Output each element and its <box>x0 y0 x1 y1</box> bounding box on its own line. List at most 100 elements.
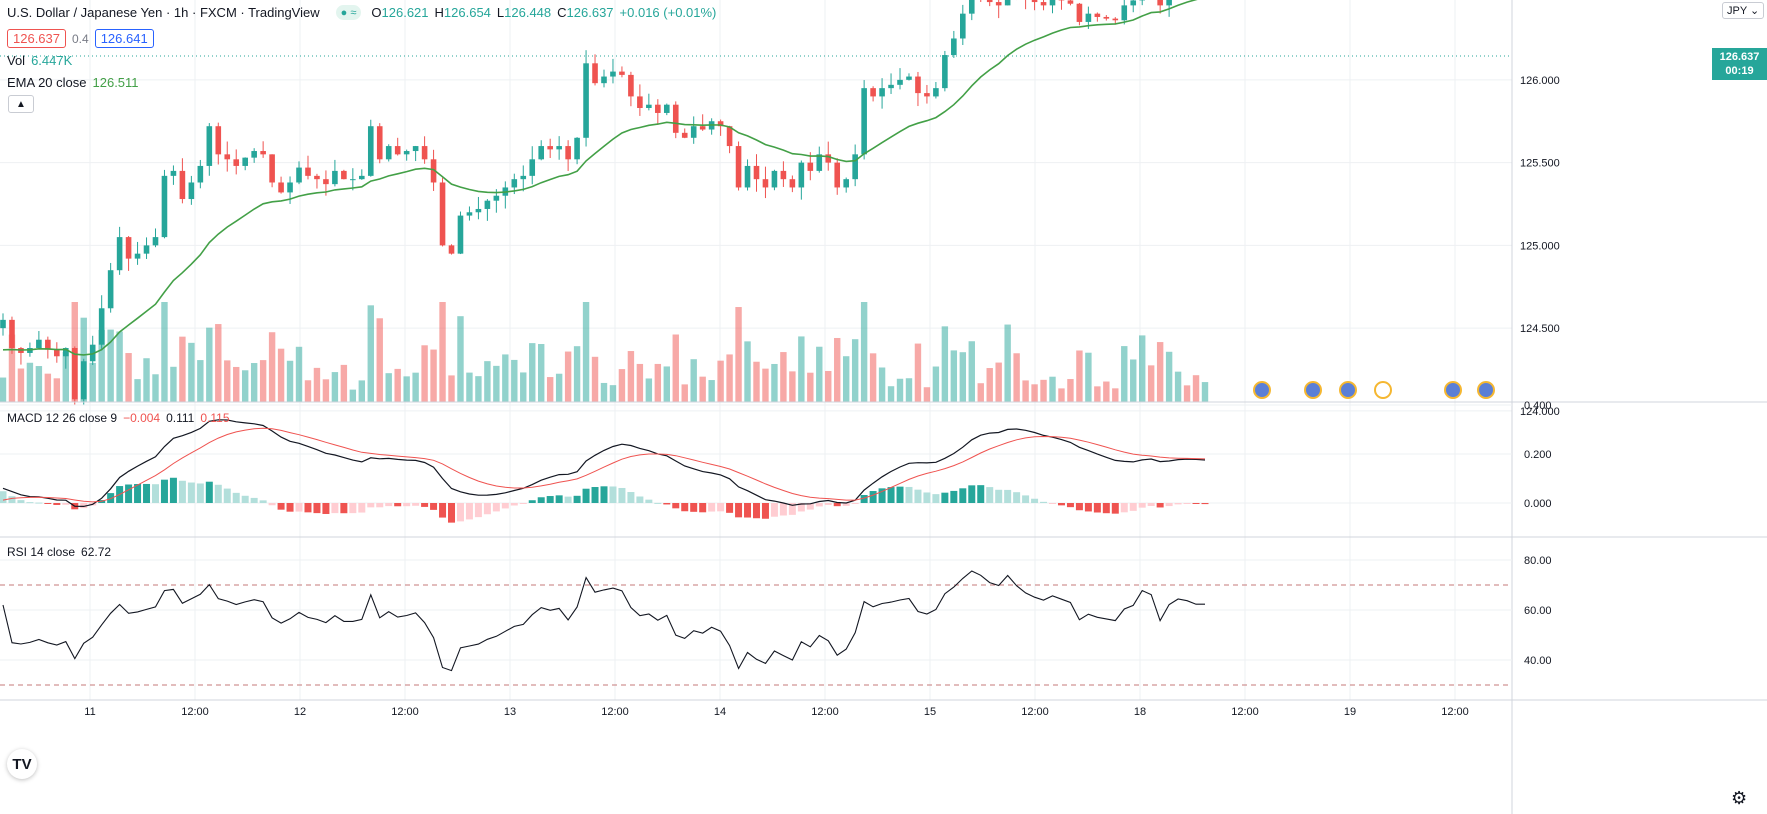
symbol-title[interactable]: U.S. Dollar / Japanese Yen · 1h · FXCM ·… <box>7 5 320 20</box>
volume-bar <box>1004 324 1011 402</box>
candle-body <box>1103 16 1110 19</box>
volume-bar <box>241 370 249 402</box>
time-tick-label: 12:00 <box>811 706 839 718</box>
volume-bar <box>313 367 321 402</box>
volume-bar <box>1139 335 1146 402</box>
macd-histogram-bar <box>770 503 778 517</box>
economic-event-icon <box>1304 381 1322 399</box>
macd-histogram-bar <box>313 503 321 514</box>
ohlc-value: 126.621 <box>381 5 429 20</box>
rsi-label[interactable]: RSI 14 close <box>7 545 76 559</box>
volume-bar <box>573 346 581 402</box>
candle-body <box>628 74 634 97</box>
macd-histogram-bar <box>1004 489 1012 503</box>
bid-button[interactable]: 126.637 <box>7 29 66 48</box>
candle-body <box>1166 0 1172 6</box>
chevron-up-icon[interactable]: ▲ <box>8 95 34 113</box>
volume-bar <box>591 356 599 402</box>
volume-bar <box>1174 371 1182 402</box>
volume-bar <box>295 346 303 402</box>
macd-histogram-bar <box>286 503 294 512</box>
volume-bar <box>1130 359 1137 402</box>
macd-histogram-bar <box>107 493 115 503</box>
candle-body <box>816 154 823 171</box>
candle-body <box>1040 2 1047 6</box>
candle-body <box>36 339 42 348</box>
volume-bar <box>331 372 339 402</box>
volume-bar <box>26 362 34 402</box>
volume-bar <box>179 336 186 402</box>
candle-body <box>933 88 939 97</box>
macd-histogram-bar <box>690 503 698 512</box>
rsi-line <box>2 570 1205 672</box>
price-tick-label: 126.000 <box>1520 75 1560 87</box>
macd-label[interactable]: MACD 12 26 close 9 <box>7 411 118 425</box>
macd-histogram-bar <box>914 489 922 503</box>
gear-icon[interactable]: ⚙ <box>1731 788 1748 808</box>
ask-button[interactable]: 126.641 <box>94 29 154 48</box>
volume-bar <box>582 302 590 402</box>
macd-histogram-bar <box>905 486 913 503</box>
macd-histogram-bar <box>340 503 348 514</box>
rsi-tick-label: 40.00 <box>1524 655 1552 667</box>
volume-bar <box>215 324 222 402</box>
candle-body <box>870 88 876 97</box>
currency-dropdown[interactable]: JPY ⌄ <box>1722 2 1765 19</box>
macd-histogram-bar <box>1111 503 1119 514</box>
volume-legend: Vol 6.447K <box>7 53 78 68</box>
candle-body <box>188 182 195 200</box>
time-tick-label: 12 <box>294 706 306 718</box>
candle-body <box>672 104 679 133</box>
candle-body <box>305 167 311 176</box>
macd-histogram-bar <box>322 503 330 514</box>
candle-body <box>538 146 545 160</box>
candle-body <box>439 182 446 246</box>
ohlc-value: +0.016 (+0.01%) <box>619 5 717 20</box>
macd-histogram-bar <box>223 488 231 503</box>
volume-bar <box>986 368 993 402</box>
tradingview-logo-icon[interactable]: TV <box>7 749 37 779</box>
volume-bar <box>995 362 1002 402</box>
macd-histogram-bar <box>1084 503 1092 512</box>
candle-body <box>296 167 302 183</box>
candle-body <box>556 146 562 150</box>
candle-body <box>565 146 571 160</box>
volume-bar <box>789 371 796 402</box>
candle-body <box>583 63 589 138</box>
volume-bar <box>71 302 78 402</box>
volume-bar <box>959 352 967 402</box>
volume-bar <box>116 331 123 402</box>
volume-label[interactable]: Vol <box>7 53 26 68</box>
macd-histogram-bar <box>860 495 868 503</box>
candle-body <box>646 104 652 108</box>
volume-bar <box>259 360 267 402</box>
volume-bar <box>546 377 554 402</box>
ema-label[interactable]: EMA 20 close <box>7 75 87 90</box>
macd-histogram-bar <box>439 503 447 518</box>
candle-body <box>385 146 392 160</box>
macd-histogram-bar <box>1075 503 1083 511</box>
macd-histogram-bar <box>636 496 644 503</box>
volume-bar <box>107 329 114 402</box>
volume-bar <box>717 360 724 402</box>
ema-legend: EMA 20 close 126.511 <box>7 75 145 90</box>
volume-bar <box>905 378 913 402</box>
macd-signal-line <box>2 427 1206 503</box>
macd-histogram-bar <box>1156 503 1164 508</box>
candle-body <box>717 121 724 127</box>
macd-histogram-bar <box>367 503 375 508</box>
candle-body <box>762 179 769 188</box>
macd-histogram-bar <box>797 503 805 512</box>
candle-body <box>681 132 688 138</box>
volume-bar <box>618 369 626 402</box>
candle-body <box>233 159 240 166</box>
chevron-down-icon: ⌄ <box>1750 5 1760 17</box>
macd-histogram-bar <box>1093 503 1101 513</box>
price-tick-label: 124.500 <box>1520 323 1560 335</box>
volume-bar <box>304 380 312 402</box>
ohlc-value: 126.654 <box>443 5 491 20</box>
volume-bar <box>771 363 778 402</box>
volume-bar <box>726 354 733 402</box>
volume-bar <box>798 336 805 402</box>
